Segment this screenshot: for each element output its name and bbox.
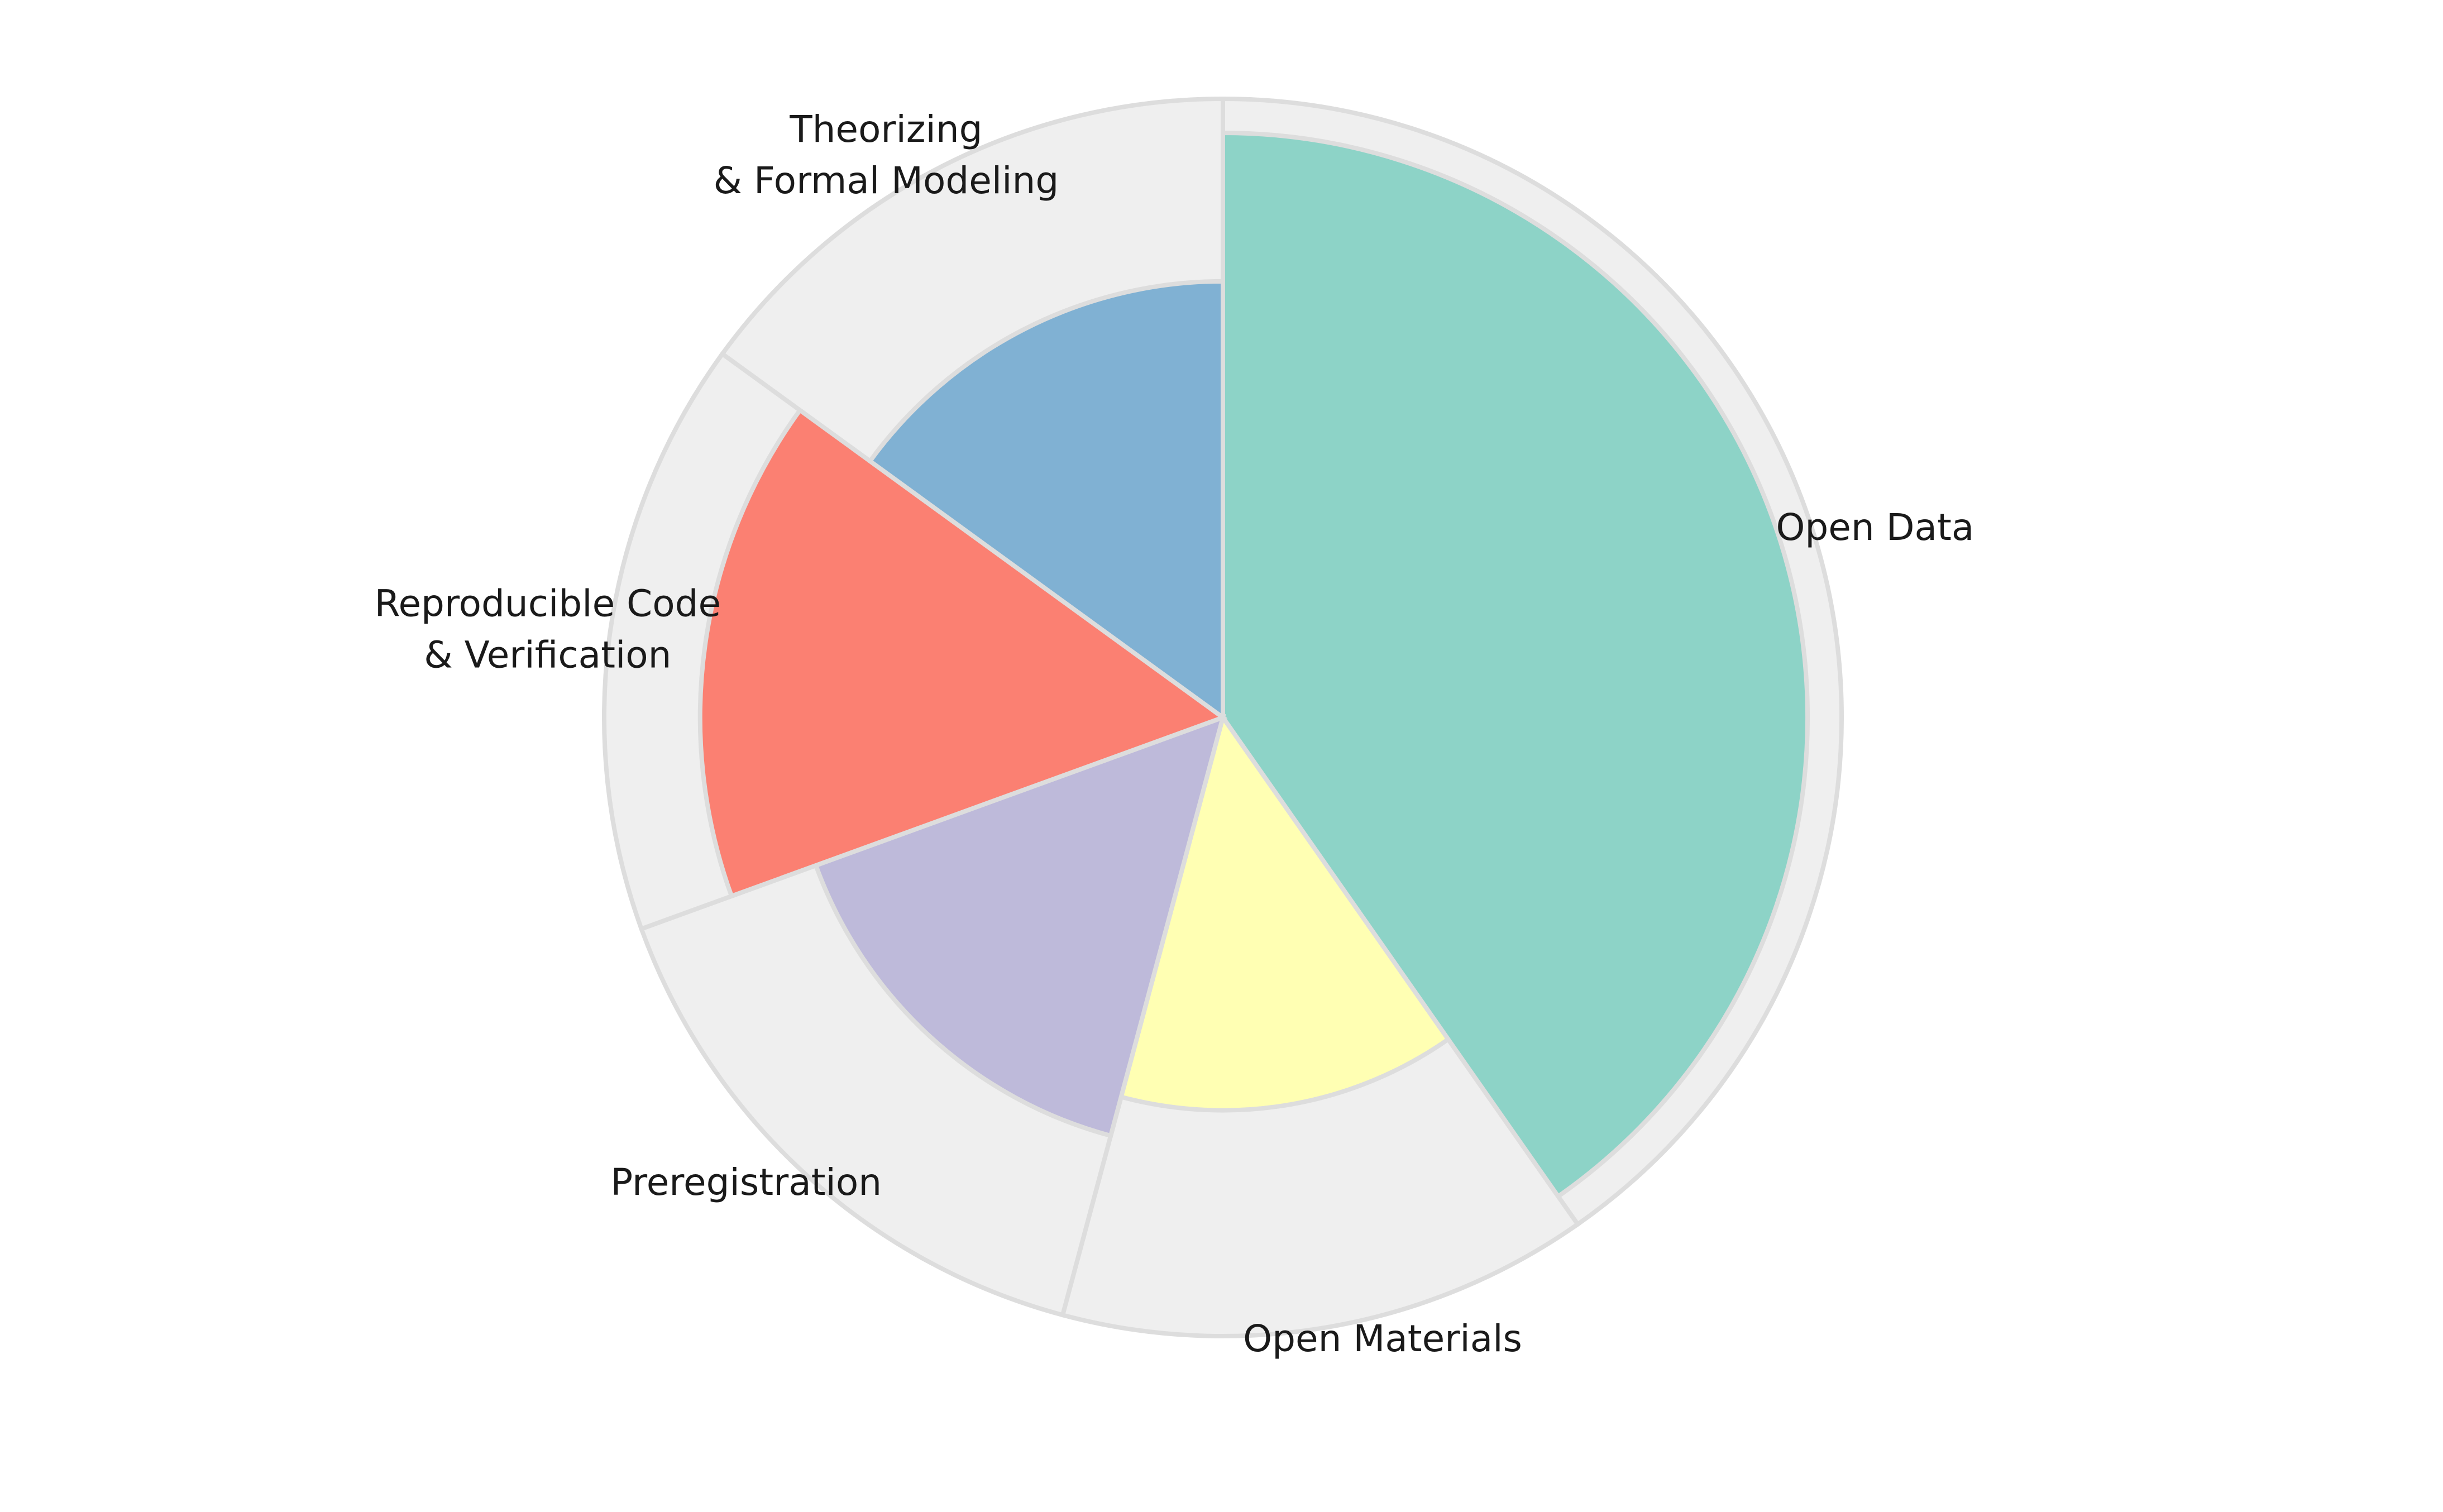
slice-label-reproducible-code-verification: Reproducible Code & Verification [375,582,721,677]
wedge-preregistration [812,714,1226,1139]
wedge-open-materials [1118,712,1452,1113]
slice-labels: Open Data Open Materials Preregistration Re… [375,108,1975,1360]
slice-label-preregistration: Preregistration [610,1161,882,1204]
wedge-theorizing-formal-modeling [867,279,1225,722]
wedge-reproducible-code-verification [697,407,1228,899]
data-wedges [697,130,1810,1200]
wedge-open-data [1221,130,1810,1200]
slice-label-open-materials: Open Materials [1243,1317,1522,1360]
slice-label-theorizing-formal-modeling: Theorizing & Formal Modeling [714,108,1059,202]
slice-label-open-data: Open Data [1776,506,1974,549]
